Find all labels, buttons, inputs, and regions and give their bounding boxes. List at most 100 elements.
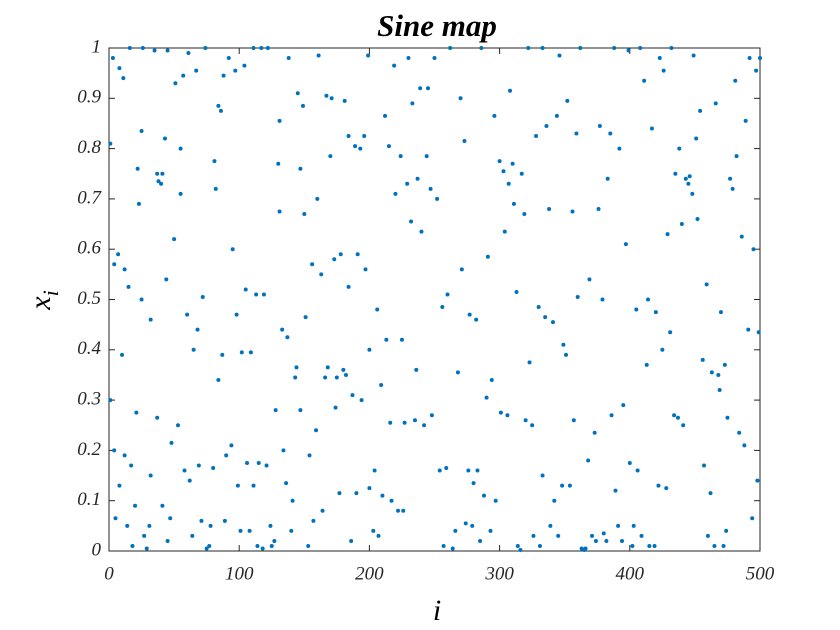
point — [656, 483, 661, 488]
point — [134, 410, 139, 415]
point — [402, 420, 407, 425]
point — [226, 56, 231, 61]
point — [251, 46, 256, 50]
point — [488, 528, 493, 533]
point — [342, 98, 347, 103]
point — [245, 460, 250, 465]
point — [220, 352, 225, 357]
point — [691, 53, 696, 58]
point — [358, 146, 363, 151]
y-tick-label: 0.9 — [77, 87, 101, 108]
point — [687, 174, 692, 179]
point — [338, 252, 343, 257]
point — [450, 546, 455, 551]
y-tick-label: 0.5 — [77, 288, 101, 309]
point — [176, 423, 181, 428]
point — [463, 521, 468, 526]
point — [758, 56, 762, 61]
point — [178, 191, 183, 196]
y-tick-label: 0.4 — [77, 338, 101, 359]
point — [604, 538, 609, 543]
point — [207, 543, 212, 548]
point — [718, 310, 723, 315]
point — [125, 523, 130, 528]
point — [300, 103, 305, 108]
point — [112, 448, 117, 453]
point — [531, 533, 536, 538]
point — [751, 247, 756, 252]
point — [673, 171, 678, 176]
point — [164, 277, 169, 282]
point — [737, 430, 742, 435]
point — [590, 533, 595, 538]
point — [284, 481, 289, 486]
point — [725, 415, 730, 420]
point — [479, 46, 484, 50]
point — [561, 342, 566, 347]
point — [155, 415, 160, 420]
point — [371, 528, 376, 533]
point — [191, 347, 196, 352]
point — [280, 327, 285, 332]
point — [122, 453, 127, 458]
point — [286, 56, 291, 61]
point — [298, 166, 303, 171]
point — [159, 181, 164, 186]
point — [552, 498, 557, 503]
point — [677, 146, 682, 151]
point — [126, 284, 131, 289]
point — [609, 413, 614, 418]
point — [162, 136, 167, 141]
point — [702, 463, 707, 468]
point — [646, 297, 651, 302]
y-tick-label: 0.8 — [77, 137, 101, 158]
point — [293, 375, 298, 380]
point — [746, 327, 751, 332]
point — [716, 372, 721, 377]
point — [343, 372, 348, 377]
point — [362, 134, 367, 139]
point — [178, 146, 183, 151]
point — [470, 523, 475, 528]
point — [519, 171, 524, 176]
point — [638, 46, 643, 50]
point — [681, 423, 686, 428]
point — [298, 408, 303, 413]
point — [428, 186, 433, 191]
point — [147, 523, 152, 528]
point — [234, 312, 239, 317]
point — [140, 46, 145, 50]
point — [721, 543, 726, 548]
point — [346, 284, 351, 289]
point — [363, 267, 368, 272]
point — [203, 46, 208, 50]
point — [596, 206, 601, 211]
point — [311, 518, 316, 523]
x-tick-label: 200 — [355, 563, 384, 584]
point — [248, 350, 253, 355]
point — [160, 503, 165, 508]
point — [425, 86, 430, 91]
point — [459, 267, 464, 272]
point — [471, 481, 476, 486]
point — [754, 68, 759, 73]
point — [332, 257, 337, 262]
point — [564, 352, 569, 357]
point — [565, 98, 570, 103]
point — [481, 493, 486, 498]
point — [323, 375, 328, 380]
point — [511, 201, 516, 206]
point — [540, 473, 545, 478]
point — [592, 430, 597, 435]
point — [724, 528, 729, 533]
point — [639, 533, 644, 538]
point — [730, 186, 735, 191]
point — [355, 252, 360, 257]
point — [717, 388, 722, 393]
point — [435, 196, 440, 201]
point — [597, 123, 602, 128]
point — [272, 538, 277, 543]
point — [281, 448, 286, 453]
point — [155, 171, 160, 176]
